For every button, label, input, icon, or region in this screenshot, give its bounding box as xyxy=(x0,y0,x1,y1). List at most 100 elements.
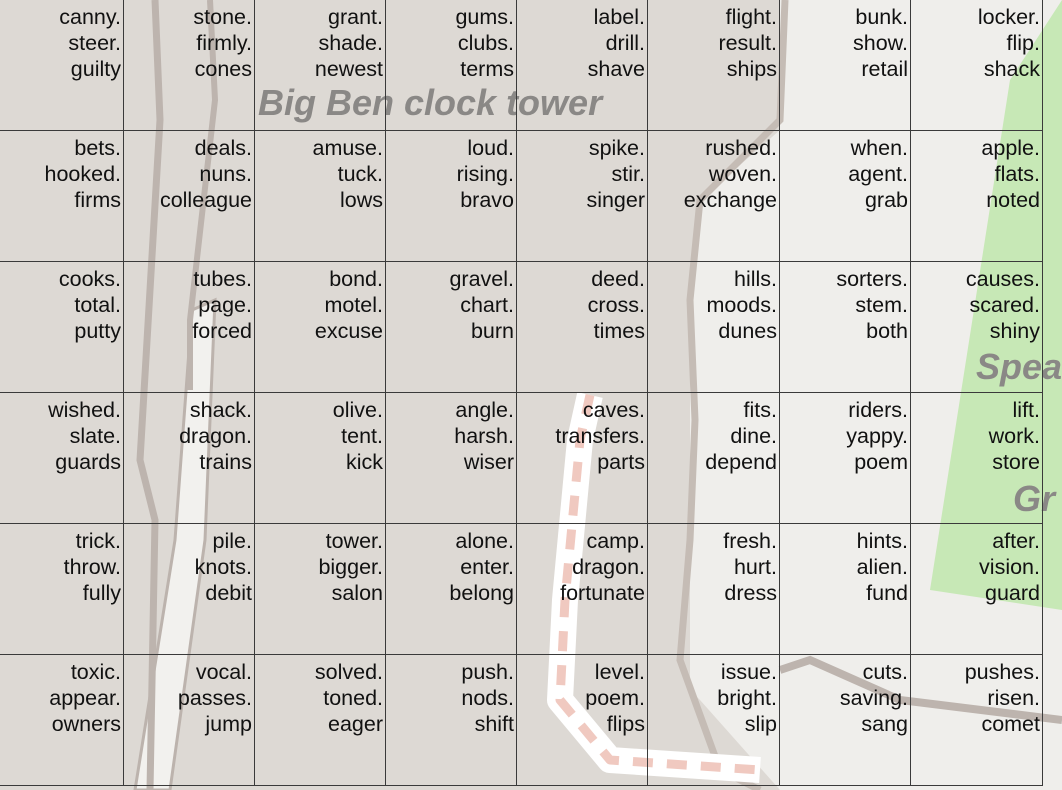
cell-word: motel. xyxy=(324,293,383,317)
cell-word: firms xyxy=(74,188,121,212)
cell-word: throw. xyxy=(63,555,121,579)
grid-cell[interactable]: level. poem. flips xyxy=(517,655,648,786)
cell-word: agent. xyxy=(848,162,908,186)
cell-word: hints. xyxy=(856,529,908,553)
cell-word: grab xyxy=(864,188,908,212)
grid-cell[interactable]: stone. firmly. cones xyxy=(124,0,255,131)
cell-word: bravo xyxy=(460,188,514,212)
grid-cell[interactable]: wished. slate. guards xyxy=(0,393,124,524)
cell-word: solved. xyxy=(314,660,383,684)
grid-cell[interactable]: canny. steer. guilty xyxy=(0,0,124,131)
cell-word: parts xyxy=(597,450,645,474)
grid-cell[interactable]: grant. shade. newest xyxy=(255,0,386,131)
grid-cell[interactable]: shack. dragon. trains xyxy=(124,393,255,524)
cell-word: causes. xyxy=(965,267,1040,291)
cell-word: slip xyxy=(744,712,777,736)
cell-word: cones xyxy=(194,57,252,81)
grid-cell[interactable]: riders. yappy. poem xyxy=(780,393,911,524)
footpath-dash xyxy=(555,394,761,775)
cell-word: stir. xyxy=(611,162,645,186)
grid-cell[interactable]: fresh. hurt. dress xyxy=(648,524,780,655)
cell-word: flight. xyxy=(725,5,777,29)
cell-word: hurt. xyxy=(733,555,777,579)
grid-cell[interactable]: locker. flip. shack xyxy=(911,0,1043,131)
cell-word: wished. xyxy=(48,398,121,422)
cell-word: guards xyxy=(55,450,121,474)
cell-word: saving. xyxy=(839,686,908,710)
grid-cell[interactable]: solved. toned. eager xyxy=(255,655,386,786)
grid-cell[interactable]: pile. knots. debit xyxy=(124,524,255,655)
cell-word: rising. xyxy=(456,162,514,186)
grid-cell[interactable]: trick. throw. fully xyxy=(0,524,124,655)
grid-cell[interactable]: caves. transfers. parts xyxy=(517,393,648,524)
cell-word: trick. xyxy=(75,529,121,553)
cell-word: dragon. xyxy=(572,555,645,579)
grid-cell[interactable]: deed. cross. times xyxy=(517,262,648,393)
grid-cell[interactable]: after. vision. guard xyxy=(911,524,1043,655)
grid-cell[interactable]: toxic. appear. owners xyxy=(0,655,124,786)
grid-cell[interactable]: rushed. woven. exchange xyxy=(648,131,780,262)
building-outline-mid xyxy=(187,0,219,390)
cell-word: lift. xyxy=(1012,398,1040,422)
cell-word: appear. xyxy=(49,686,121,710)
grid-cell[interactable]: spike. stir. singer xyxy=(517,131,648,262)
cell-word: chart. xyxy=(460,293,514,317)
cell-word: drill. xyxy=(605,31,645,55)
grid-cell[interactable]: angle. harsh. wiser xyxy=(386,393,517,524)
cell-word: riders. xyxy=(848,398,908,422)
cell-word: sang xyxy=(861,712,908,736)
grid-cell[interactable]: issue. bright. slip xyxy=(648,655,780,786)
grid-cell[interactable]: camp. dragon. fortunate xyxy=(517,524,648,655)
cell-word: bets. xyxy=(74,136,121,160)
cell-word: store xyxy=(992,450,1040,474)
cell-word: moods. xyxy=(706,293,777,317)
cell-word: rushed. xyxy=(705,136,777,160)
grid-cell[interactable]: flight. result. ships xyxy=(648,0,780,131)
cell-word: result. xyxy=(718,31,777,55)
grid-cell[interactable]: pushes. risen. comet xyxy=(911,655,1043,786)
grid-cell[interactable]: hills. moods. dunes xyxy=(648,262,780,393)
cell-word: both xyxy=(866,319,908,343)
grid-cell[interactable]: bunk. show. retail xyxy=(780,0,911,131)
grid-cell[interactable]: causes. scared. shiny xyxy=(911,262,1043,393)
grid-cell[interactable]: olive. tent. kick xyxy=(255,393,386,524)
cell-word: hooked. xyxy=(44,162,121,186)
grid-cell[interactable]: sorters. stem. both xyxy=(780,262,911,393)
grid-cell[interactable]: lift. work. store xyxy=(911,393,1043,524)
cell-word: comet xyxy=(981,712,1040,736)
grid-cell[interactable]: apple. flats. noted xyxy=(911,131,1043,262)
cell-word: dine. xyxy=(730,424,777,448)
grid-cell[interactable]: push. nods. shift xyxy=(386,655,517,786)
grid-cell[interactable]: loud. rising. bravo xyxy=(386,131,517,262)
cell-word: work. xyxy=(988,424,1040,448)
grid-cell[interactable]: tower. bigger. salon xyxy=(255,524,386,655)
grid-cell[interactable]: bets. hooked. firms xyxy=(0,131,124,262)
cell-word: cuts. xyxy=(862,660,908,684)
cell-word: poem xyxy=(854,450,908,474)
cell-word: level. xyxy=(594,660,645,684)
cell-word: gums. xyxy=(455,5,514,29)
cell-word: tubes. xyxy=(193,267,252,291)
cell-word: issue. xyxy=(720,660,777,684)
grid-cell[interactable]: when. agent. grab xyxy=(780,131,911,262)
grid-cell[interactable]: cooks. total. putty xyxy=(0,262,124,393)
grid-cell[interactable]: cuts. saving. sang xyxy=(780,655,911,786)
cell-word: alone. xyxy=(455,529,514,553)
grid-cell[interactable]: gravel. chart. burn xyxy=(386,262,517,393)
cell-word: trains xyxy=(199,450,252,474)
cell-word: bond. xyxy=(329,267,383,291)
cell-word: shift xyxy=(474,712,514,736)
grid-cell[interactable]: alone. enter. belong xyxy=(386,524,517,655)
grid-cell[interactable]: fits. dine. depend xyxy=(648,393,780,524)
grid-cell[interactable]: amuse. tuck. lows xyxy=(255,131,386,262)
grid-cell[interactable]: gums. clubs. terms xyxy=(386,0,517,131)
cell-word: slate. xyxy=(69,424,121,448)
grid-cell[interactable]: label. drill. shave xyxy=(517,0,648,131)
grid-cell[interactable]: deals. nuns. colleague xyxy=(124,131,255,262)
cell-word: newest xyxy=(314,57,383,81)
grid-cell[interactable]: tubes. page. forced xyxy=(124,262,255,393)
grid-cell[interactable]: bond. motel. excuse xyxy=(255,262,386,393)
grid-cell[interactable]: vocal. passes. jump xyxy=(124,655,255,786)
grid-cell[interactable]: hints. alien. fund xyxy=(780,524,911,655)
